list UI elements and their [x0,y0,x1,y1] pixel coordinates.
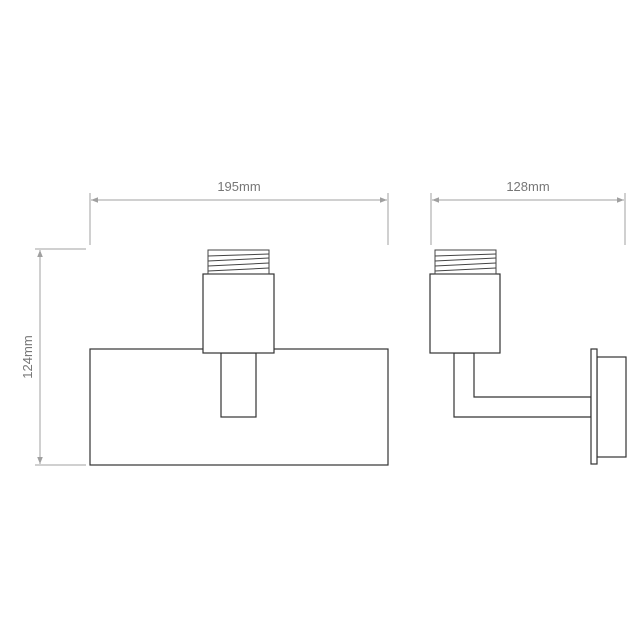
width-dimension: 195mm [89,179,389,245]
depth-label: 128mm [506,179,549,194]
height-label: 124mm [20,335,35,378]
arm [453,352,592,418]
thread-side [434,249,497,275]
lamp-holder-side [429,273,501,354]
thread [207,249,270,275]
height-dimension: 124mm [20,248,86,466]
stem [220,352,257,418]
wall-box [596,356,627,458]
front-view [89,249,389,466]
depth-dimension: 128mm [430,179,626,245]
wall-plate [590,348,598,465]
side-view [429,249,627,465]
width-label: 195mm [217,179,260,194]
lamp-holder [202,273,275,354]
